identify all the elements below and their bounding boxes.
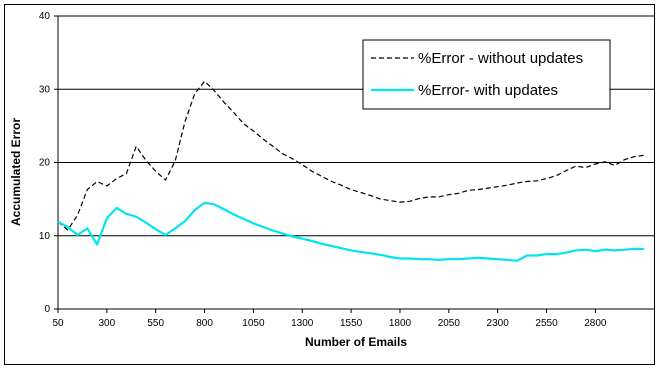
x-tick-label: 2800 bbox=[584, 318, 607, 329]
x-tick-label: 1300 bbox=[291, 318, 314, 329]
series-line-with-updates bbox=[57, 201, 645, 262]
y-axis-title: Accumulated Error bbox=[9, 118, 23, 226]
legend-label-with-updates: %Error- with updates bbox=[418, 82, 558, 99]
x-tick-label: 300 bbox=[99, 318, 116, 329]
axis-layer: 0 10 20 30 40 50 300 550 800 1050 1300 1550 1800 2050… bbox=[39, 11, 654, 329]
y-tick-label: 20 bbox=[39, 158, 51, 169]
y-tick-label: 30 bbox=[39, 84, 51, 95]
series-layer bbox=[57, 80, 645, 262]
x-tick-label: 2300 bbox=[487, 318, 510, 329]
x-tick-label: 800 bbox=[196, 318, 213, 329]
legend-label-without-updates: %Error - without updates bbox=[418, 50, 583, 67]
x-tick-label: 550 bbox=[147, 318, 164, 329]
legend: %Error - without updates %Error- with up… bbox=[362, 39, 611, 110]
x-axis-title: Number of Emails bbox=[305, 335, 407, 349]
grid-layer bbox=[58, 15, 654, 237]
legend-box bbox=[362, 39, 611, 110]
x-tick-label: 1800 bbox=[389, 318, 412, 329]
x-tick-label: 50 bbox=[52, 318, 64, 329]
x-tick-label: 1550 bbox=[340, 318, 363, 329]
x-tick-label: 2550 bbox=[535, 318, 558, 329]
series-line-without-updates bbox=[57, 80, 645, 231]
y-tick-label: 40 bbox=[39, 11, 51, 22]
y-tick-label: 0 bbox=[44, 304, 50, 315]
x-tick-label: 1050 bbox=[242, 318, 265, 329]
x-tick-label: 2050 bbox=[438, 318, 461, 329]
y-tick-label: 10 bbox=[39, 231, 51, 242]
